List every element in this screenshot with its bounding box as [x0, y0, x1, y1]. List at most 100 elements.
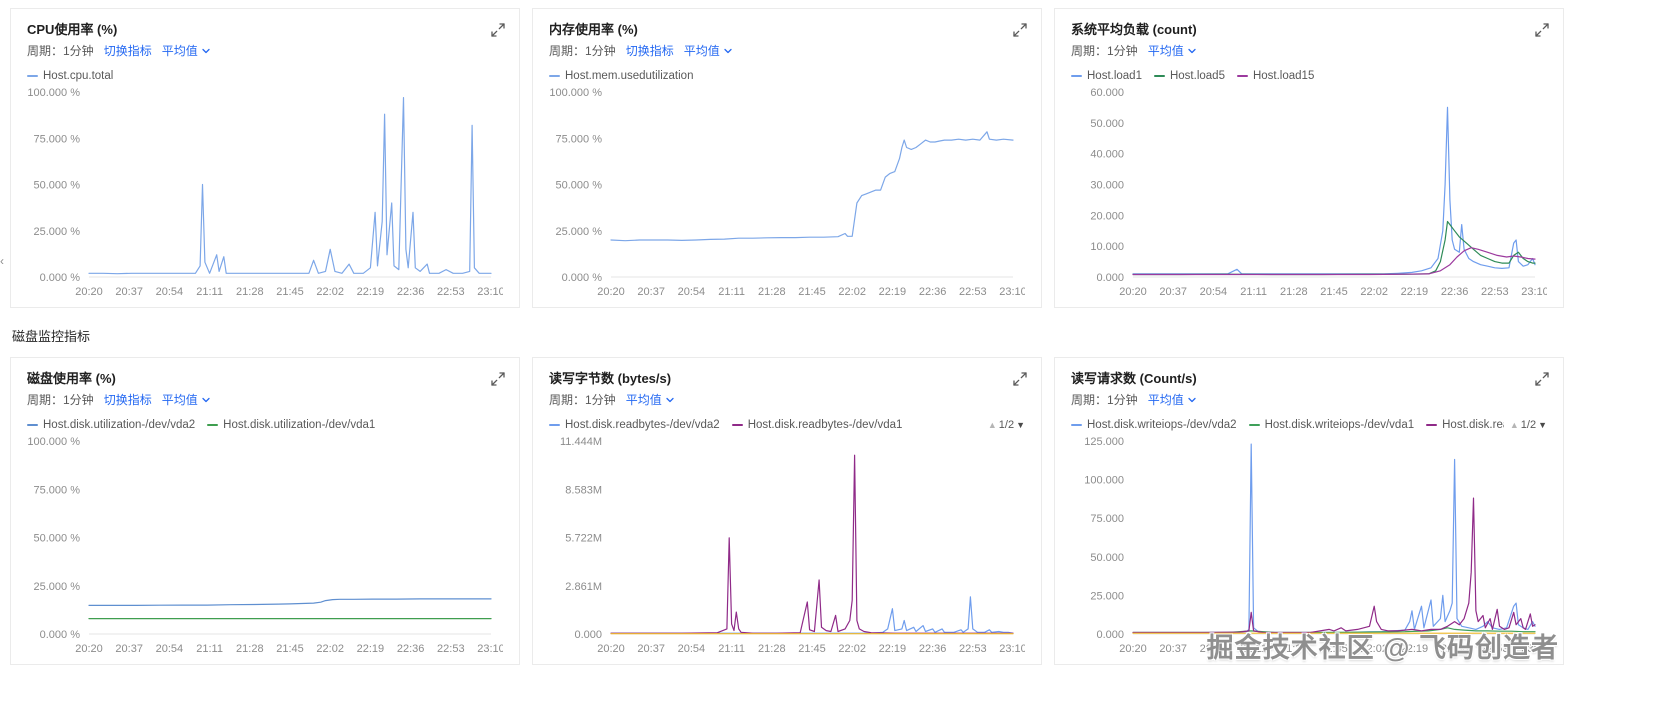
aggregation-dropdown[interactable]: 平均值 [162, 44, 211, 58]
chart-canvas[interactable]: 0.000 25.000 50.000 75.000 100.000 125.000 20:… [1071, 433, 1547, 658]
chart-canvas[interactable]: 0.000 % 25.000 % 50.000 % 75.000 % 100.000 %… [27, 433, 503, 658]
pager-down-icon[interactable]: ▼ [1016, 420, 1025, 430]
chevron-down-icon [202, 48, 210, 54]
aggregation-dropdown[interactable]: 平均值 [162, 393, 211, 407]
fullscreen-icon[interactable] [1011, 21, 1029, 39]
svg-text:22:53: 22:53 [437, 643, 465, 655]
chevron-down-icon [724, 48, 732, 54]
sidebar-collapse-handle[interactable]: ‹ [0, 254, 4, 268]
svg-text:22:19: 22:19 [879, 286, 907, 298]
chart-canvas[interactable]: 0.000 % 25.000 % 50.000 % 75.000 % 100.000 %… [27, 84, 503, 301]
pager-down-icon[interactable]: ▼ [1538, 420, 1547, 430]
panel-row-top: CPU使用率 (%) 周期：1分钟 切换指标 平均值 Host.cpu [10, 8, 1564, 308]
svg-text:8.583M: 8.583M [565, 484, 602, 496]
legend-item[interactable]: Host.disk.readiops-/dev/vda2 [1426, 419, 1504, 431]
legend-label: Host.load5 [1169, 70, 1225, 82]
chart-canvas[interactable]: 0.000 2.861M 5.722M 8.583M 11.444M 20:20 20:37… [549, 433, 1025, 658]
svg-text:20:54: 20:54 [678, 286, 706, 298]
svg-text:21:28: 21:28 [236, 286, 264, 298]
legend-item[interactable]: Host.disk.readbytes-/dev/vda2 [549, 419, 720, 431]
svg-text:20:20: 20:20 [597, 286, 625, 298]
period-label: 周期：1分钟 [549, 393, 616, 407]
svg-text:20:54: 20:54 [1200, 643, 1228, 655]
pager-up-icon[interactable]: ▲ [1509, 420, 1519, 430]
legend-row: Host.disk.readbytes-/dev/vda2 Host.disk.r… [549, 419, 1025, 431]
svg-text:50.000: 50.000 [1090, 552, 1124, 564]
legend-label: Host.disk.readbytes-/dev/vda1 [747, 419, 903, 431]
legend-item[interactable]: Host.load1 [1071, 70, 1142, 82]
svg-text:21:45: 21:45 [276, 643, 304, 655]
legend-item[interactable]: Host.load5 [1153, 70, 1225, 82]
fullscreen-icon[interactable] [489, 370, 507, 388]
legend-item[interactable]: Host.mem.usedutilization [549, 70, 693, 82]
switch-metric-link[interactable]: 切换指标 [103, 44, 152, 58]
fullscreen-icon[interactable] [1533, 21, 1551, 39]
svg-text:100.000 %: 100.000 % [27, 436, 80, 448]
fullscreen-icon[interactable] [1533, 370, 1551, 388]
svg-text:20:20: 20:20 [75, 286, 103, 298]
panel-header: 内存使用率 (%) [549, 22, 1027, 38]
panel-title: 内存使用率 (%) [549, 22, 638, 37]
legend-item[interactable]: Host.load15 [1236, 70, 1314, 82]
svg-text:75.000: 75.000 [1090, 513, 1124, 525]
aggregation-dropdown[interactable]: 平均值 [684, 44, 733, 58]
svg-text:22:36: 22:36 [397, 643, 425, 655]
svg-text:75.000 %: 75.000 % [34, 484, 81, 496]
chevron-down-icon [666, 397, 674, 403]
panel-toolbar: 周期：1分钟 平均值 [549, 393, 1025, 407]
aggregation-dropdown[interactable]: 平均值 [626, 393, 675, 407]
svg-text:22:53: 22:53 [1481, 643, 1509, 655]
panel-toolbar: 周期：1分钟 切换指标 平均值 [27, 393, 503, 407]
legend-marker [549, 75, 560, 77]
svg-text:21:11: 21:11 [1240, 286, 1267, 298]
chart-svg: 0.000 % 25.000 % 50.000 % 75.000 % 100.000 %… [27, 436, 503, 655]
chart-svg: 0.000 % 25.000 % 50.000 % 75.000 % 100.000 %… [549, 87, 1025, 298]
svg-text:22:53: 22:53 [437, 286, 465, 298]
legend-label: Host.load1 [1087, 70, 1142, 82]
fullscreen-icon[interactable] [1011, 370, 1029, 388]
aggregation-dropdown[interactable]: 平均值 [1148, 44, 1197, 58]
panel-title: 磁盘使用率 (%) [27, 371, 116, 386]
legend-marker [1071, 75, 1082, 77]
legend-marker [207, 424, 219, 426]
panel-toolbar: 周期：1分钟 切换指标 平均值 [27, 44, 503, 58]
svg-text:22:19: 22:19 [357, 643, 385, 655]
legend-marker [1236, 75, 1248, 77]
svg-text:22:02: 22:02 [1360, 286, 1388, 298]
legend-row: Host.mem.usedutilization [549, 70, 1025, 82]
fullscreen-icon[interactable] [489, 21, 507, 39]
panel-header: 读写请求数 (Count/s) [1071, 371, 1549, 387]
legend-item[interactable]: Host.disk.utilization-/dev/vda2 [27, 419, 195, 431]
chart-svg: 0.000 % 25.000 % 50.000 % 75.000 % 100.000 %… [27, 87, 503, 298]
legend-marker [731, 424, 743, 426]
svg-text:20:20: 20:20 [597, 643, 625, 655]
svg-text:20.000: 20.000 [1090, 210, 1124, 222]
legend-row: Host.disk.utilization-/dev/vda2 Host.disk… [27, 419, 503, 431]
svg-text:25.000: 25.000 [1090, 590, 1124, 602]
chart-svg: 0.000 25.000 50.000 75.000 100.000 125.000 20:… [1084, 436, 1547, 655]
aggregation-dropdown[interactable]: 平均值 [1148, 393, 1197, 407]
svg-text:0.000 %: 0.000 % [40, 272, 81, 284]
svg-text:20:20: 20:20 [75, 643, 103, 655]
svg-text:75.000 %: 75.000 % [34, 133, 81, 145]
chart-panel: 磁盘使用率 (%) 周期：1分钟 切换指标 平均值 Host.disk [10, 357, 520, 665]
legend-item[interactable]: Host.disk.readbytes-/dev/vda1 [731, 419, 903, 431]
svg-text:22:36: 22:36 [1441, 643, 1469, 655]
chart-canvas[interactable]: 0.000 10.000 20.000 30.000 40.000 50.000 60.00… [1071, 84, 1547, 301]
chart-canvas[interactable]: 0.000 % 25.000 % 50.000 % 75.000 % 100.000 %… [549, 84, 1025, 301]
svg-text:25.000 %: 25.000 % [34, 226, 81, 238]
switch-metric-link[interactable]: 切换指标 [103, 393, 152, 407]
legend-item[interactable]: Host.disk.utilization-/dev/vda1 [207, 419, 375, 431]
legend-row: Host.load1 Host.load5 Host.load15 [1071, 70, 1547, 82]
legend-label: Host.disk.utilization-/dev/vda1 [223, 419, 376, 431]
legend-row: Host.cpu.total [27, 70, 503, 82]
svg-text:21:11: 21:11 [196, 643, 223, 655]
switch-metric-link[interactable]: 切换指标 [625, 44, 674, 58]
svg-text:22:53: 22:53 [959, 286, 987, 298]
svg-text:20:37: 20:37 [637, 643, 665, 655]
pager-up-icon[interactable]: ▲ [987, 420, 997, 430]
legend-item[interactable]: Host.cpu.total [27, 70, 113, 82]
legend-item[interactable]: Host.disk.writeiops-/dev/vda2 [1071, 419, 1237, 431]
svg-text:20:54: 20:54 [156, 286, 184, 298]
legend-item[interactable]: Host.disk.writeiops-/dev/vda1 [1248, 419, 1414, 431]
